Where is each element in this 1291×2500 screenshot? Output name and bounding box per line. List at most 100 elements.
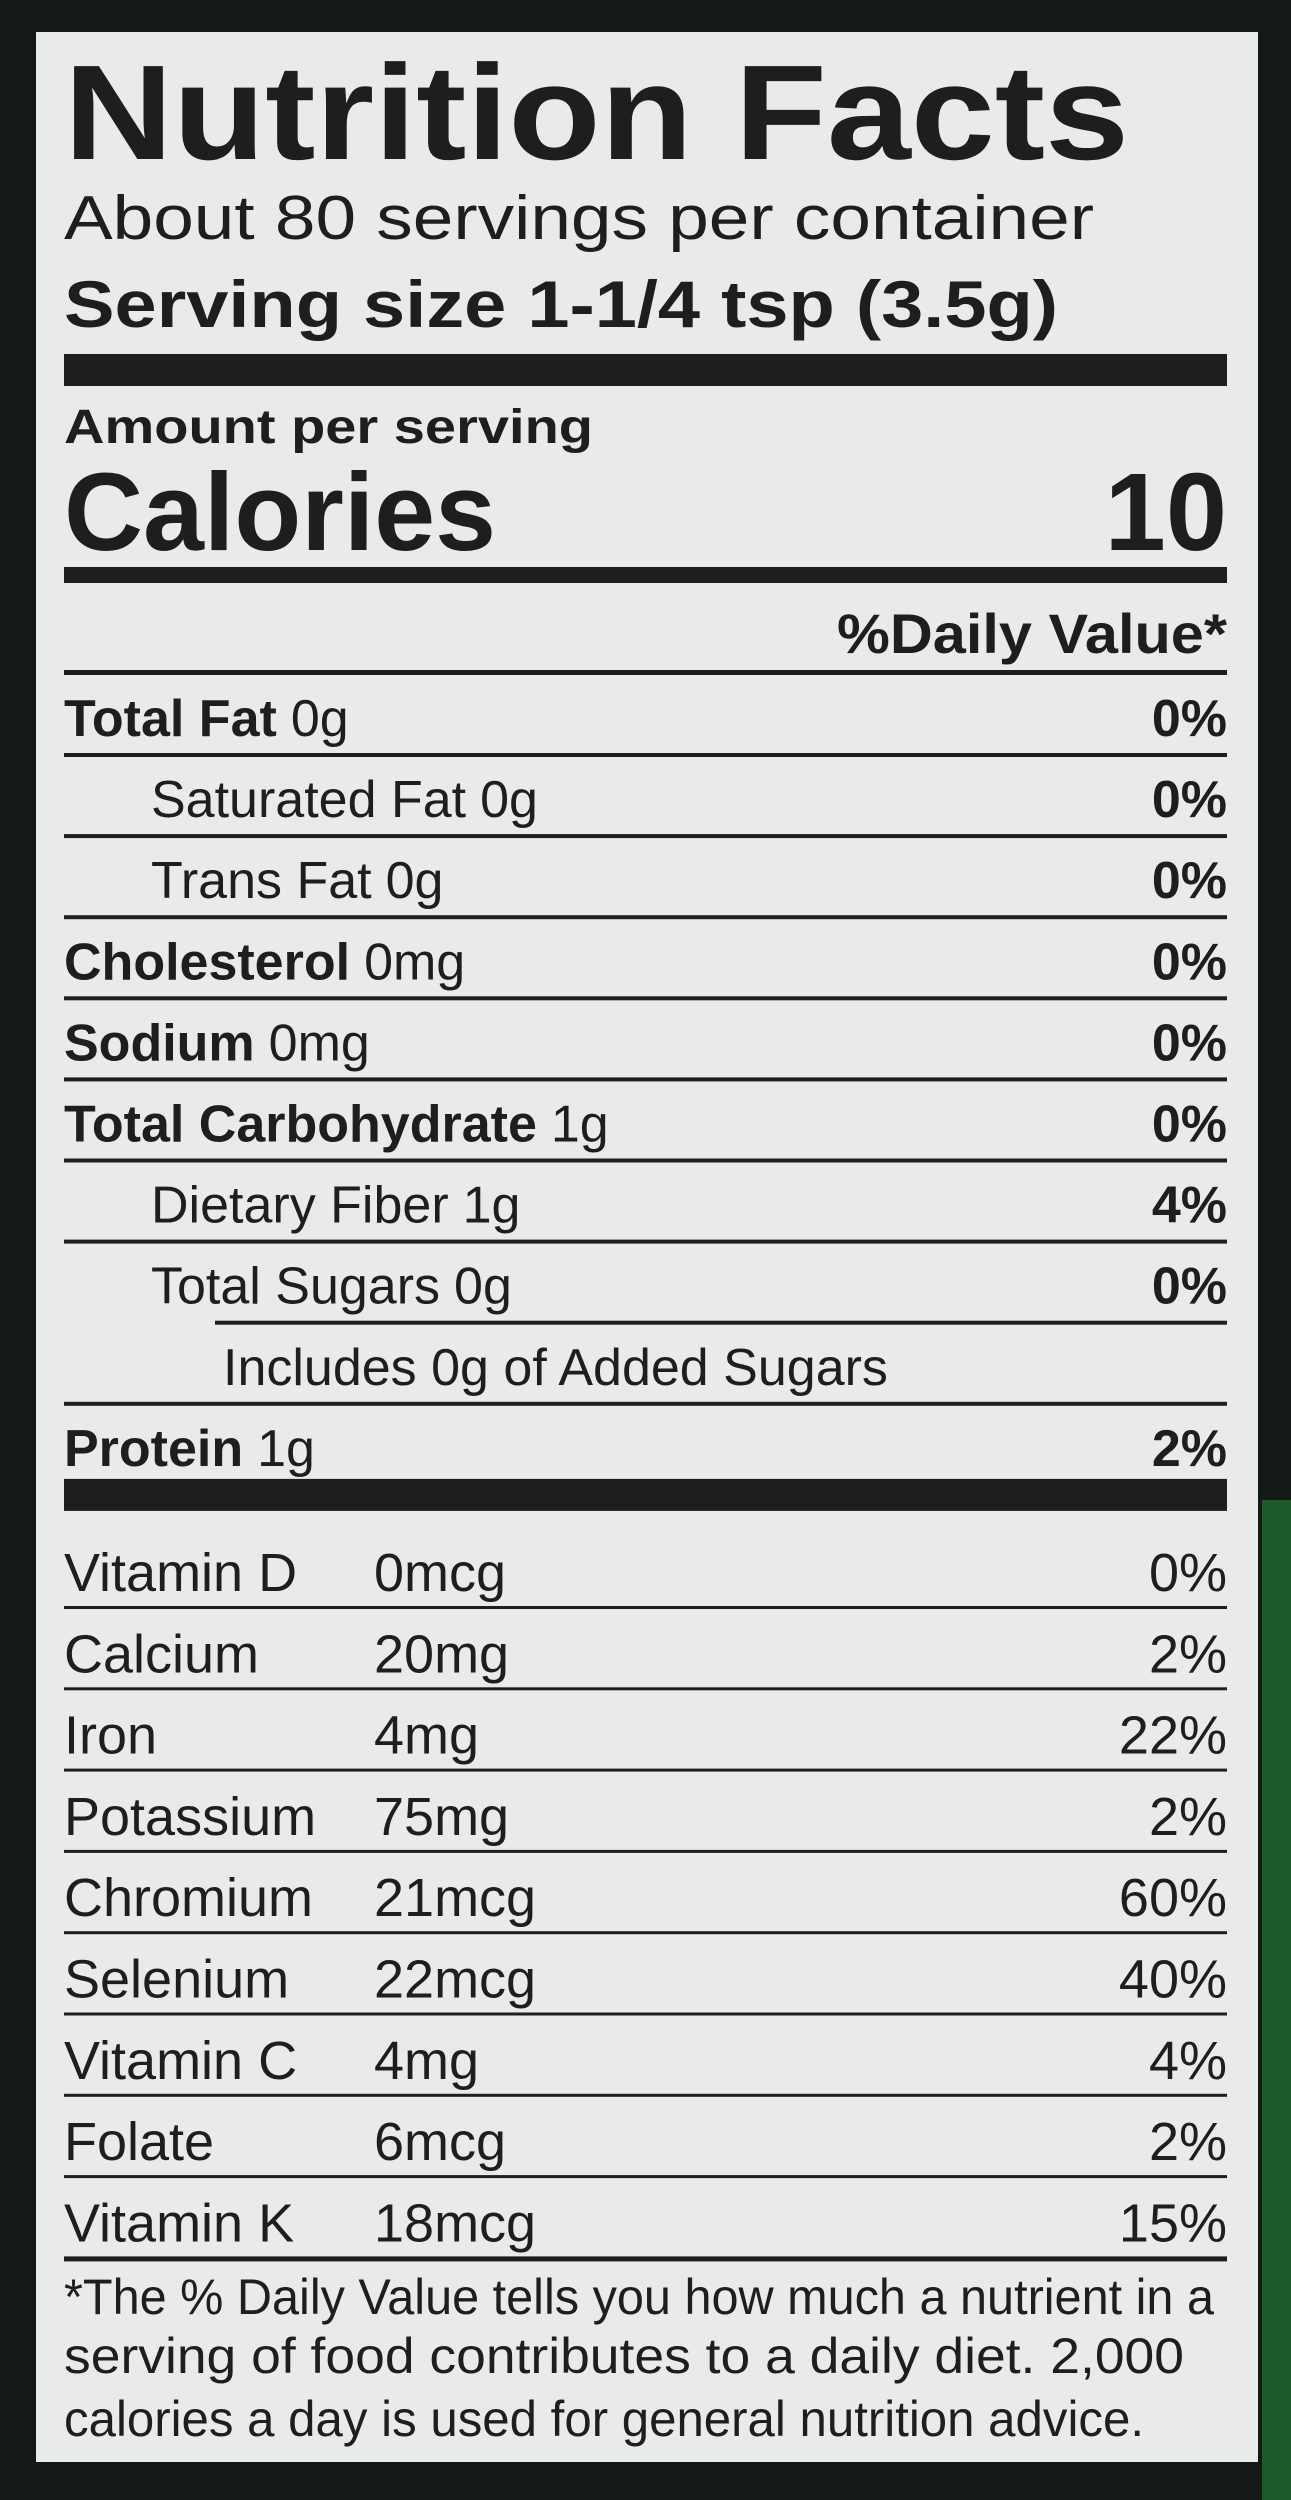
vitamin-name: Vitamin C — [64, 2031, 297, 2091]
nutrient-name: Saturated Fat — [151, 771, 467, 829]
thick-bar — [64, 354, 1227, 386]
nutrient-row: Total Sugars 0g — [151, 1258, 512, 1316]
nutrient-amount: 1g — [551, 1096, 609, 1154]
vitamin-dv: 40% — [1119, 1950, 1227, 2010]
vitamin-name: Potassium — [64, 1787, 316, 1847]
nutrient-amount: 0g — [386, 852, 444, 910]
nutrient-name: Dietary Fiber — [151, 1177, 449, 1235]
nutrient-dv: 0% — [1152, 771, 1227, 829]
vitamin-amount: 4mg — [374, 1706, 479, 1766]
row-line — [64, 2175, 1227, 2179]
vitamin-amount: 4mg — [374, 2031, 479, 2091]
amount-per-serving: Amount per serving — [64, 401, 593, 454]
nutrient-amount: 0g — [454, 1258, 512, 1316]
row-line — [64, 915, 1227, 920]
nutrient-amount: 0mg — [269, 1014, 370, 1072]
row-line — [64, 1606, 1227, 1609]
row-line — [64, 2012, 1227, 2016]
nutrient-row: Saturated Fat 0g — [151, 771, 538, 829]
daily-value-header: %Daily Value* — [837, 602, 1227, 665]
nutrient-row: Protein 1g — [64, 1420, 315, 1478]
nutrient-dv: 0% — [1152, 1014, 1227, 1072]
added-sugars: Includes 0g of Added Sugars — [223, 1339, 888, 1397]
row-line — [64, 1931, 1227, 1935]
edge-green — [1262, 1500, 1291, 2500]
row-line — [64, 1849, 1227, 1853]
title: Nutrition Facts — [64, 37, 1129, 188]
divider — [64, 670, 1227, 675]
vitamin-dv: 22% — [1119, 1706, 1227, 1766]
nutrient-amount: 0mg — [364, 933, 465, 991]
vitamin-dv: 2% — [1149, 1624, 1227, 1684]
vitamin-dv: 4% — [1149, 2031, 1227, 2091]
row-line — [64, 1239, 1227, 1244]
servings: About 80 servings per container — [64, 184, 1094, 253]
row-line — [64, 1768, 1227, 1772]
nutrient-amount: 1g — [257, 1420, 315, 1478]
row-line — [64, 1401, 1227, 1406]
nutrient-dv: 0% — [1152, 1258, 1227, 1316]
vitamin-amount: 75mg — [374, 1787, 509, 1847]
row-line — [64, 834, 1227, 839]
nutrient-name: Total Sugars — [151, 1258, 440, 1316]
serving-size: Serving size 1-1/4 tsp (3.5g) — [64, 267, 1058, 341]
vitamin-amount: 0mcg — [374, 1543, 506, 1603]
vitamin-name: Chromium — [64, 1868, 313, 1928]
nutrient-amount: 0g — [291, 690, 349, 748]
row-line — [64, 2093, 1227, 2097]
nutrient-dv: 2% — [1152, 1420, 1227, 1478]
nutrient-dv: 0% — [1152, 933, 1227, 991]
nutrient-row: Dietary Fiber 1g — [151, 1177, 520, 1235]
row-line — [64, 996, 1227, 1001]
vitamin-amount: 22mcg — [374, 1950, 536, 2010]
nutrient-rows: Total Fat 0g 0%Saturated Fat 0g 0%Trans Fat 0… — [64, 690, 1227, 2447]
vitamin-name: Iron — [64, 1706, 157, 1766]
row-line — [64, 1158, 1227, 1163]
vitamin-dv: 0% — [1149, 1543, 1227, 1603]
calories-value: 10 — [1105, 451, 1227, 574]
vitamin-dv: 15% — [1119, 2193, 1227, 2253]
row-line — [64, 1077, 1227, 1082]
nutrient-dv: 4% — [1152, 1177, 1227, 1235]
nutrient-amount: 0g — [480, 771, 538, 829]
calories-label: Calories — [64, 451, 496, 574]
vitamin-dv: 60% — [1119, 1868, 1227, 1928]
nutrient-name: Total Carbohydrate — [64, 1096, 537, 1154]
nutrient-name: Sodium — [64, 1014, 255, 1072]
nutrient-name: Cholesterol — [64, 933, 350, 991]
vitamin-name: Calcium — [64, 1624, 259, 1684]
nutrient-name: Total Fat — [64, 690, 277, 748]
nutrient-row: Total Carbohydrate 1g — [64, 1096, 609, 1154]
vitamin-amount: 18mcg — [374, 2193, 536, 2253]
vitamin-name: Folate — [64, 2112, 214, 2172]
row-line — [64, 2256, 1227, 2262]
vitamin-name: Vitamin K — [64, 2193, 294, 2253]
nutrient-row: Cholesterol 0mg — [64, 933, 465, 991]
nutrient-dv: 0% — [1152, 1096, 1227, 1154]
label-panel — [36, 32, 1258, 2462]
row-line — [215, 1320, 1227, 1325]
row-line — [64, 753, 1227, 757]
medium-bar — [64, 567, 1227, 583]
vitamin-dv: 2% — [1149, 2112, 1227, 2172]
vitamin-amount: 21mcg — [374, 1868, 536, 1928]
nutrient-dv: 0% — [1152, 690, 1227, 748]
vitamin-amount: 20mg — [374, 1624, 509, 1684]
nutrient-row: Total Fat 0g — [64, 690, 349, 748]
nutrient-row: Trans Fat 0g — [151, 852, 443, 910]
nutrient-amount: 1g — [463, 1177, 521, 1235]
footnote-line: serving of food contributes to a daily d… — [64, 2328, 1184, 2384]
vitamin-dv: 2% — [1149, 1787, 1227, 1847]
vitamin-name: Selenium — [64, 1950, 289, 2010]
nutrient-name: Trans Fat — [151, 852, 372, 910]
nutrient-name: Protein — [64, 1420, 243, 1478]
footnote-line: *The % Daily Value tells you how much a … — [64, 2269, 1214, 2325]
vitamin-name: Vitamin D — [64, 1543, 297, 1603]
nutrient-dv: 0% — [1152, 852, 1227, 910]
thick-bar — [64, 1478, 1227, 1511]
nutrient-row: Sodium 0mg — [64, 1014, 370, 1072]
row-line — [64, 1687, 1227, 1691]
vitamin-amount: 6mcg — [374, 2112, 506, 2172]
